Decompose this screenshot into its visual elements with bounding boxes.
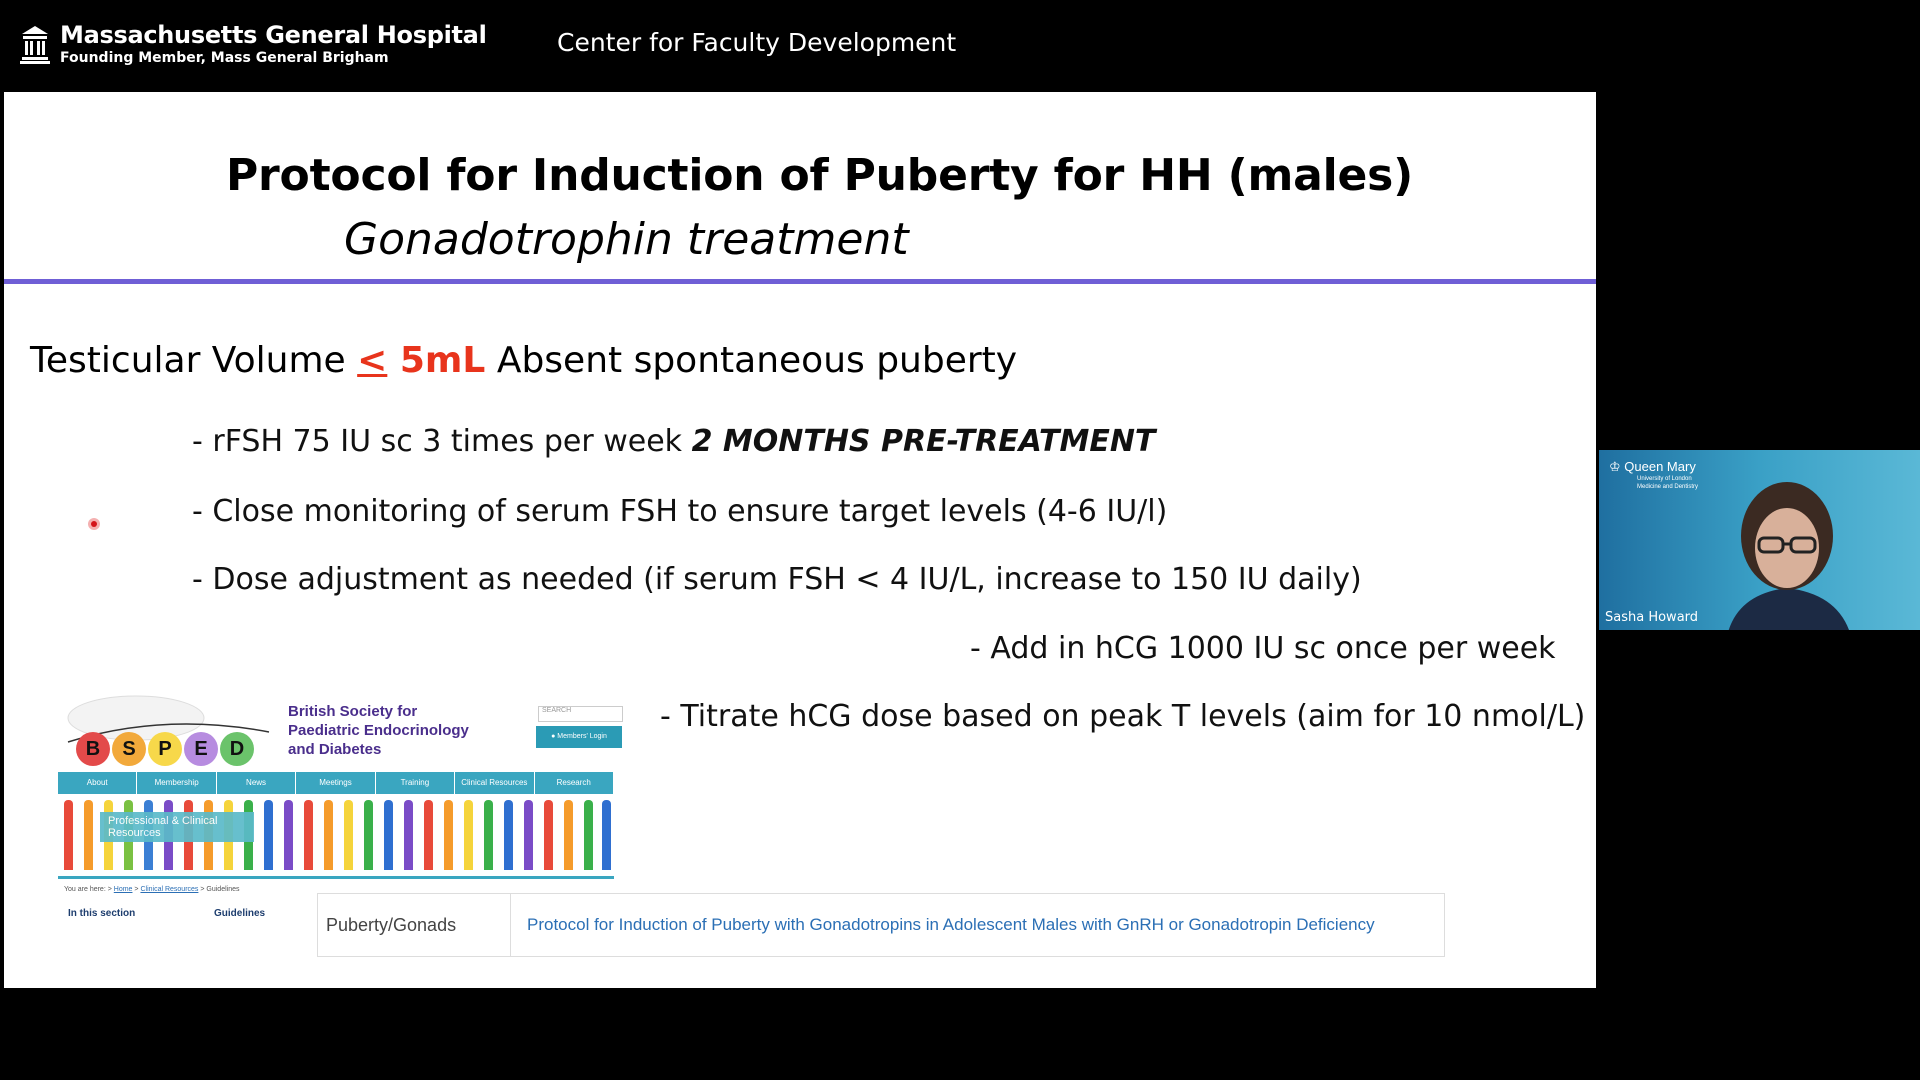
title-divider: [4, 279, 1596, 284]
pencil: [464, 800, 473, 870]
lead-value: 5mL: [387, 340, 486, 381]
nav-about[interactable]: About: [58, 772, 138, 794]
pencil: [484, 800, 493, 870]
logo-letter: B: [76, 732, 110, 766]
site-nav-bar: About Membership News Meetings Training …: [58, 772, 614, 794]
institution-name: Queen Mary: [1624, 459, 1696, 474]
banner-underline: [58, 876, 614, 879]
crown-icon: ♔: [1609, 459, 1621, 474]
pencil: [444, 800, 453, 870]
nav-membership[interactable]: Membership: [137, 772, 217, 794]
logo-letter: E: [184, 732, 218, 766]
pencil: [564, 800, 573, 870]
queen-mary-logo: ♔ Queen Mary University of London Medici…: [1609, 459, 1698, 491]
nav-meetings[interactable]: Meetings: [296, 772, 376, 794]
in-this-section-label: In this section: [68, 908, 136, 919]
pencil: [264, 800, 273, 870]
guideline-category: Puberty/Gonads: [318, 894, 511, 956]
breadcrumb-clinical-link[interactable]: Clinical Resources: [140, 886, 199, 893]
guidelines-label: Guidelines: [214, 908, 266, 919]
pencil: [404, 800, 413, 870]
pencil: [84, 800, 93, 870]
members-login-button[interactable]: ● Members' Login: [536, 726, 622, 748]
logo-letter: D: [220, 732, 254, 766]
top-header-bar: Massachusetts General Hospital Founding …: [0, 0, 1920, 92]
mgh-logo: Massachusetts General Hospital Founding …: [20, 22, 487, 66]
nav-research[interactable]: Research: [535, 772, 614, 794]
bullet-hcg-add: - Add in hCG 1000 IU sc once per week: [970, 631, 1556, 666]
site-search-input[interactable]: SEARCH: [538, 706, 623, 722]
pencil: [344, 800, 353, 870]
society-name: British Society for Paediatric Endocrino…: [288, 703, 469, 758]
nav-training[interactable]: Training: [376, 772, 456, 794]
slide-title: Protocol for Induction of Puberty for HH…: [226, 150, 1414, 201]
members-login-label: Members' Login: [557, 733, 607, 740]
presentation-slide: Protocol for Induction of Puberty for HH…: [4, 92, 1596, 988]
pencil: [64, 800, 73, 870]
pencil: [384, 800, 393, 870]
clinical-resources-banner: Professional & Clinical Resources: [100, 812, 254, 842]
user-icon: ●: [551, 733, 558, 740]
lead-prefix: Testicular Volume: [30, 340, 358, 381]
bullet-monitoring: - Close monitoring of serum FSH to ensur…: [192, 494, 1168, 529]
breadcrumb-home-link[interactable]: Home: [113, 886, 133, 893]
breadcrumb-current: Guidelines: [206, 886, 240, 893]
logo-letter: P: [148, 732, 182, 766]
participant-name: Sasha Howard: [1605, 610, 1699, 625]
pencil: [602, 800, 611, 870]
lead-threshold: < 5mL: [357, 340, 485, 381]
lead-suffix: Absent spontaneous puberty: [485, 340, 1018, 381]
institution-sub1: University of London: [1637, 476, 1692, 482]
guideline-link[interactable]: Protocol for Induction of Puberty with G…: [527, 915, 1375, 934]
hospital-name: Massachusetts General Hospital: [60, 21, 487, 49]
bullet-rfsh: - rFSH 75 IU sc 3 times per week 2 MONTH…: [192, 424, 1155, 459]
bullet-hcg-titrate: - Titrate hCG dose based on peak T level…: [660, 699, 1586, 734]
nav-news[interactable]: News: [217, 772, 297, 794]
lead-le-symbol: <: [357, 340, 388, 381]
pencil: [524, 800, 533, 870]
pencil: [324, 800, 333, 870]
bsped-website-screenshot: B S P E D British Society for Paediatric…: [58, 672, 623, 919]
bullet-dose-adjust: - Dose adjustment as needed (if serum FS…: [192, 562, 1362, 597]
lead-statement: Testicular Volume < 5mL Absent spontaneo…: [30, 340, 1017, 381]
pencil: [364, 800, 373, 870]
pencil: [584, 800, 593, 870]
guideline-table-row: Puberty/Gonads Protocol for Induction of…: [317, 893, 1445, 957]
webcam-tile[interactable]: ♔ Queen Mary University of London Medici…: [1599, 450, 1920, 630]
institution-sub2: Medicine and Dentistry: [1637, 484, 1699, 490]
pencil: [424, 800, 433, 870]
hospital-building-icon: [20, 26, 50, 64]
pencil: [504, 800, 513, 870]
breadcrumb: You are here: > Home > Clinical Resource…: [64, 886, 240, 893]
nav-clinical-resources[interactable]: Clinical Resources: [455, 772, 535, 794]
bullet-emphasis: 2 MONTHS PRE-TREATMENT: [691, 424, 1156, 459]
pencil: [544, 800, 553, 870]
pencil: [304, 800, 313, 870]
participant-video: [1728, 482, 1849, 630]
bsped-logo: B S P E D: [64, 692, 274, 768]
center-title: Center for Faculty Development: [557, 28, 957, 57]
breadcrumb-prefix: You are here:: [64, 886, 108, 893]
bullet-text: - rFSH 75 IU sc 3 times per week: [192, 424, 692, 459]
logo-letter: S: [112, 732, 146, 766]
laser-pointer: [88, 518, 100, 530]
pencil: [284, 800, 293, 870]
slide-subtitle: Gonadotrophin treatment: [344, 214, 909, 265]
hospital-subtitle: Founding Member, Mass General Brigham: [60, 50, 389, 66]
